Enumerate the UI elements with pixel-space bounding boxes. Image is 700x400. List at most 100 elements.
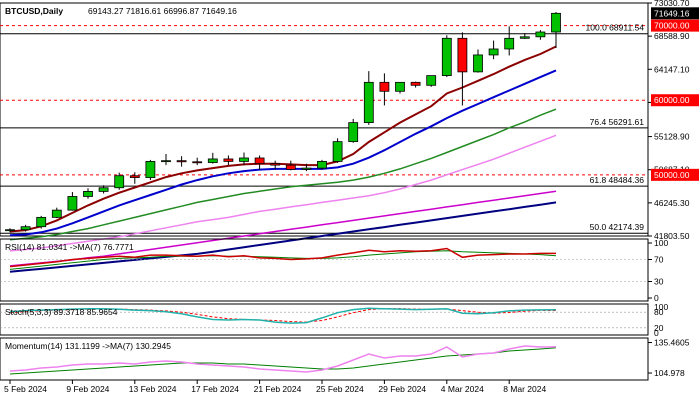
price-tick-label: 46245.30	[654, 198, 690, 208]
moving-average-line	[9, 69, 557, 237]
candle-body	[457, 37, 468, 73]
candle-body	[67, 196, 78, 211]
stoch-title: Stoch(5,3,3) 89.3718 85.9654	[5, 307, 118, 317]
fibonacci-labels: 100.0 68911.54 76.4 56291.61 61.8 48484.36…	[586, 23, 645, 232]
candle-body	[504, 37, 515, 50]
momentum-axis: 135.4605 104.978	[648, 338, 690, 378]
candle-body	[51, 209, 62, 218]
date-tick-label: 17 Feb 2024	[191, 384, 239, 394]
date-tick-label: 29 Feb 2024	[378, 384, 426, 394]
level-tag-label: 60000.00	[654, 95, 690, 105]
date-tick-label: 21 Feb 2024	[254, 384, 302, 394]
candle-body	[192, 161, 203, 164]
rsi-panel-border	[0, 238, 649, 302]
stoch-grid	[0, 311, 648, 329]
candle-body	[114, 175, 125, 189]
candle-body	[129, 175, 140, 178]
date-tick-label: 9 Feb 2024	[66, 384, 109, 394]
momentum-tick-label: 104.978	[654, 368, 685, 378]
candle-body	[20, 226, 31, 231]
candle-body	[301, 167, 312, 170]
level-tag-label: 70000.00	[654, 21, 690, 31]
candle-body	[83, 191, 93, 197]
price-tick-label: 73030.70	[654, 0, 690, 8]
momentum-panel-border	[0, 337, 649, 381]
candle-body	[98, 187, 109, 192]
rsi-tick-label: 0	[654, 293, 659, 303]
candle-body	[161, 160, 171, 163]
momentum-title: Momentum(14) 131.1199 ->MA(7) 130.2945	[5, 341, 171, 351]
candle-body	[36, 216, 47, 228]
momentum-tick-label: 135.4605	[654, 338, 690, 348]
candle-body	[473, 54, 483, 73]
candle-body	[145, 161, 156, 178]
candle-body	[207, 158, 218, 163]
rsi-axis: 100 70 30 0	[648, 238, 668, 303]
level-tag	[651, 94, 699, 107]
candle-body	[426, 75, 437, 86]
rsi-tick-label: 30	[654, 277, 664, 287]
fib-label: 50.0 42174.39	[590, 222, 645, 232]
stoch-main-line	[9, 307, 557, 324]
candle-body	[379, 81, 390, 92]
price-tick-label: 41803.50	[654, 231, 690, 241]
momentum-line	[9, 345, 557, 373]
price-axis: 73030.7068588.9064147.1059705.3055128.90…	[648, 0, 699, 241]
ohlc-values: 69143.27 71816.61 66996.87 71649.16	[88, 6, 237, 16]
candle-body	[5, 229, 15, 232]
stoch-tick-label: 0	[654, 328, 659, 338]
stochastic-panel[interactable]: Stoch(5,3,3) 89.3718 85.9654	[0, 303, 649, 336]
date-axis: 5 Feb 2024 9 Feb 2024 13 Feb 2024 17 Feb 20…	[4, 380, 546, 394]
candle-body	[551, 12, 561, 33]
moving-average-line	[9, 201, 557, 273]
candle-body	[519, 36, 530, 39]
date-tick-label: 5 Feb 2024	[4, 384, 47, 394]
rsi-title: RSI(14) 81.0341 ->MA(7) 76.7771	[5, 242, 134, 252]
candle-body	[410, 81, 421, 86]
rsi-tick-label: 70	[654, 255, 664, 265]
stoch-tick-label: 100	[654, 302, 668, 312]
stoch-tick-label: 20	[654, 323, 664, 333]
moving-average-line	[9, 190, 557, 267]
candle-body	[285, 164, 296, 170]
date-tick-label: 8 Mar 2024	[503, 384, 546, 394]
momentum-panel[interactable]: Momentum(14) 131.1199 ->MA(7) 130.2945	[0, 337, 649, 381]
candle-body	[332, 141, 343, 162]
fib-label: 61.8 48484.36	[590, 175, 645, 185]
fib-label: 76.4 56291.61	[590, 117, 645, 127]
stoch-tick-label: 80	[654, 307, 664, 317]
price-tick-label: 55128.90	[654, 132, 690, 142]
price-tick-label: 68588.90	[654, 31, 690, 41]
moving-average-line	[9, 45, 557, 233]
level-tag	[651, 168, 699, 181]
current-price-tag	[651, 7, 699, 20]
fib-label: 100.0 68911.54	[586, 23, 645, 33]
candle-body	[239, 157, 249, 162]
candle-body	[395, 81, 405, 92]
rsi-line	[9, 247, 556, 268]
candlesticks	[5, 12, 561, 233]
stoch-lines	[9, 307, 557, 324]
symbol-label: BTCUSD,Daily	[5, 6, 63, 16]
rsi-panel[interactable]: RSI(14) 81.0341 ->MA(7) 76.7771	[0, 238, 649, 302]
momentum-ma-line	[9, 347, 557, 375]
candle-body	[348, 122, 359, 143]
current-price-label: 71649.16	[654, 8, 690, 18]
candle-body	[270, 163, 281, 166]
stoch-panel-border	[0, 303, 649, 336]
rsi-ma-line	[9, 250, 557, 270]
moving-average-line	[9, 108, 557, 241]
price-tick-label: 64147.10	[654, 64, 690, 74]
date-tick-label: 4 Mar 2024	[441, 384, 484, 394]
level-tag-label: 50000.00	[654, 170, 690, 180]
candle-body	[363, 81, 374, 124]
candle-body	[254, 157, 265, 165]
date-tick-label: 25 Feb 2024	[316, 384, 364, 394]
horizontal-levels	[0, 25, 648, 176]
rsi-lines	[9, 247, 557, 270]
candle-body	[441, 37, 452, 77]
candle-body	[535, 31, 546, 38]
